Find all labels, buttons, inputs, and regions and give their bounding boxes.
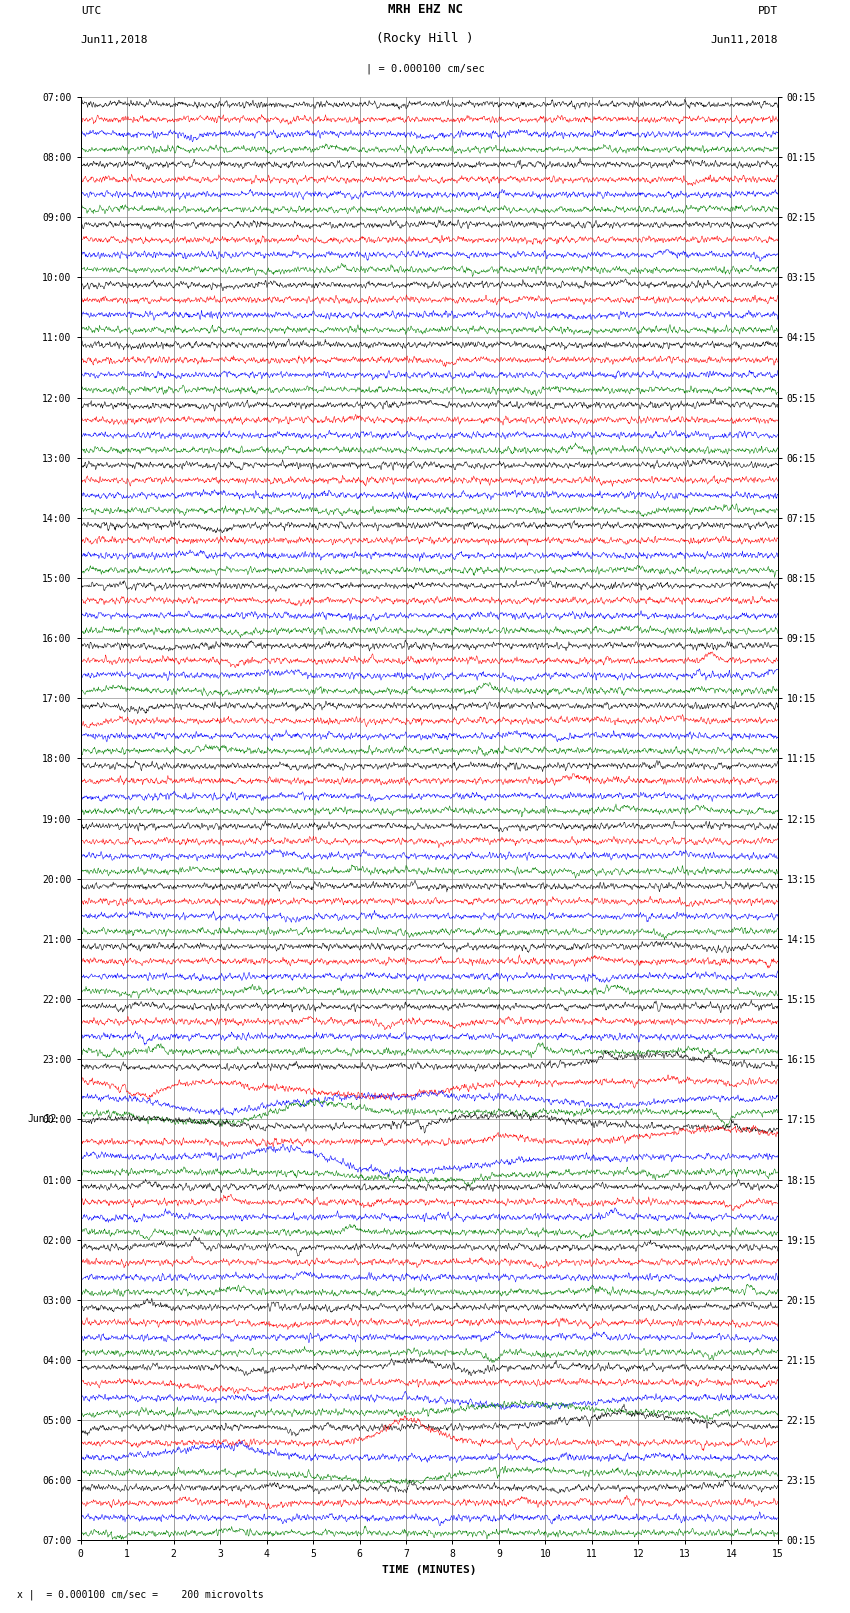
Text: Jun11,2018: Jun11,2018: [81, 35, 148, 45]
Text: UTC: UTC: [81, 6, 101, 16]
Text: Jun11,2018: Jun11,2018: [711, 35, 778, 45]
Text: x |  = 0.000100 cm/sec =    200 microvolts: x | = 0.000100 cm/sec = 200 microvolts: [17, 1589, 264, 1600]
Text: PDT: PDT: [757, 6, 778, 16]
Text: (Rocky Hill ): (Rocky Hill ): [377, 32, 473, 45]
Text: MRH EHZ NC: MRH EHZ NC: [388, 3, 462, 16]
X-axis label: TIME (MINUTES): TIME (MINUTES): [382, 1565, 477, 1574]
Text: | = 0.000100 cm/sec: | = 0.000100 cm/sec: [366, 63, 484, 74]
Text: Jun12: Jun12: [28, 1115, 57, 1124]
